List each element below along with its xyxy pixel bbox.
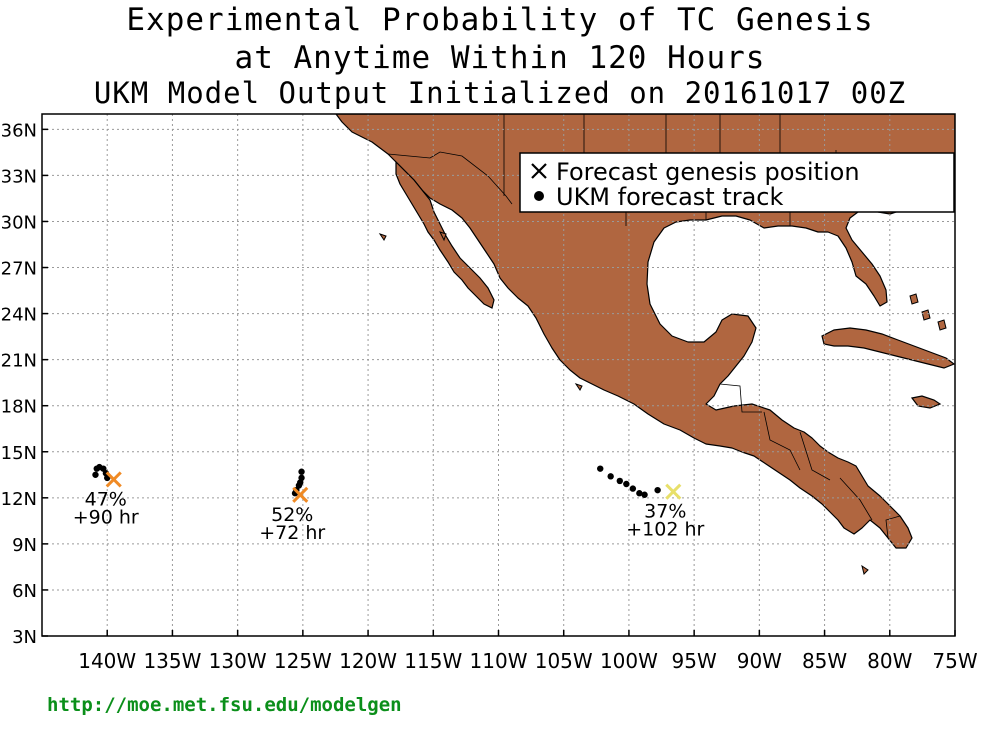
cuba xyxy=(821,327,955,369)
track-point xyxy=(654,486,661,494)
genesis-probability: 52% xyxy=(271,504,313,526)
x-tick-label: 135W xyxy=(143,649,201,673)
forecast-systems: 47%+90 hr 52%+72 hr 37%+102 hr xyxy=(73,463,705,544)
x-tick-label: 95W xyxy=(672,649,717,673)
genesis-lead-time: +102 hr xyxy=(626,519,704,541)
x-tick-label: 115W xyxy=(404,649,462,673)
y-tick-label: 27N xyxy=(1,259,37,280)
track-point xyxy=(298,468,305,475)
y-tick-label: 6N xyxy=(12,581,37,602)
genesis-x-icon xyxy=(665,483,682,500)
forecast-system-2: 52%+72 hr xyxy=(259,468,325,544)
latitude-axis: 3N 6N 9N 12N 15N 18N 21N 24N 27N 30N 33N 36N xyxy=(1,120,48,648)
genesis-lead-time: +72 hr xyxy=(259,522,325,544)
legend-x-icon xyxy=(531,163,547,179)
x-tick-label: 110W xyxy=(470,649,528,673)
track-point xyxy=(641,491,648,498)
legend-dot-icon xyxy=(534,191,544,201)
longitude-axis: 140W 135W 130W 125W 120W 115W 110W 105W 100W 95W 9… xyxy=(78,630,978,673)
legend-box xyxy=(519,152,955,213)
y-tick-label: 36N xyxy=(1,120,37,141)
x-tick-label: 75W xyxy=(932,649,977,673)
genesis-x-icon xyxy=(105,471,122,488)
bahamas xyxy=(909,293,947,331)
graticule xyxy=(42,114,955,636)
legend-track-label: UKM forecast track xyxy=(556,183,784,211)
x-tick-label: 100W xyxy=(600,649,658,673)
y-tick-label: 18N xyxy=(1,397,37,418)
track-point xyxy=(607,473,614,480)
x-tick-label: 85W xyxy=(802,649,847,673)
track-point xyxy=(623,480,630,488)
genesis-x-icon xyxy=(292,486,309,503)
y-tick-label: 15N xyxy=(1,443,37,464)
land-layer xyxy=(335,114,955,575)
y-tick-label: 24N xyxy=(1,305,37,326)
y-tick-label: 30N xyxy=(1,212,37,233)
x-tick-label: 125W xyxy=(274,649,332,673)
legend-genesis-label: Forecast genesis position xyxy=(556,158,860,186)
track-point xyxy=(92,471,99,478)
forecast-system-1: 47%+90 hr xyxy=(73,463,139,528)
north-america-land xyxy=(335,114,955,549)
genesis-lead-time: +90 hr xyxy=(73,506,139,528)
genesis-probability: 47% xyxy=(85,488,127,510)
x-tick-label: 80W xyxy=(867,649,912,673)
x-tick-label: 140W xyxy=(78,649,136,673)
title-line-1: Experimental Probability of TC Genesis xyxy=(126,2,874,38)
y-tick-label: 21N xyxy=(1,351,37,372)
jamaica xyxy=(910,395,942,409)
source-url: http://moe.met.fsu.edu/modelgen xyxy=(47,694,402,716)
title-line-2: at Anytime Within 120 Hours xyxy=(234,40,766,76)
x-tick-label: 130W xyxy=(209,649,267,673)
y-tick-label: 3N xyxy=(12,627,37,648)
forecast-system-3: 37%+102 hr xyxy=(597,465,705,541)
track-point xyxy=(597,465,604,472)
y-tick-label: 33N xyxy=(1,166,37,187)
title-line-3: UKM Model Output Initialized on 20161017… xyxy=(93,76,907,110)
track-point xyxy=(636,490,643,497)
track-point xyxy=(629,485,637,492)
x-tick-label: 105W xyxy=(535,649,593,673)
track-point xyxy=(616,477,623,485)
genesis-probability: 37% xyxy=(644,501,686,523)
y-tick-label: 9N xyxy=(12,535,37,556)
x-tick-label: 90W xyxy=(737,649,782,673)
small-islands xyxy=(378,231,869,575)
x-tick-label: 120W xyxy=(339,649,397,673)
y-tick-label: 12N xyxy=(1,489,37,510)
legend: Forecast genesis position UKM forecast t… xyxy=(519,152,955,213)
